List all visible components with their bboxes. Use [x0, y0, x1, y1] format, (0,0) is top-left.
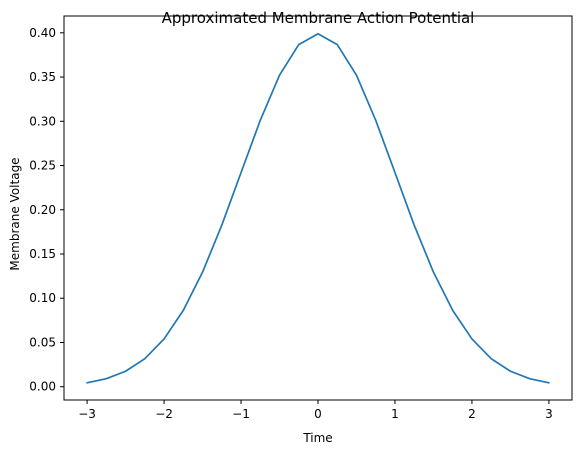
y-tick-label: 0.05 — [29, 335, 56, 349]
x-tick-label: 3 — [545, 407, 553, 421]
y-axis-label: Membrane Voltage — [8, 157, 22, 270]
x-tick-label: −2 — [155, 407, 173, 421]
x-axis-ticks: −3 −2 −1 0 1 2 3 — [78, 400, 553, 421]
x-axis-label: Time — [302, 431, 332, 445]
x-tick-label: −1 — [232, 407, 250, 421]
series-line-0 — [86, 32, 550, 384]
y-tick-label: 0.15 — [29, 247, 56, 261]
chart-title: Approximated Membrane Action Potential — [162, 9, 475, 27]
plot-frame — [63, 15, 573, 401]
x-tick-label: 2 — [468, 407, 476, 421]
y-tick-label: 0.30 — [29, 114, 56, 128]
y-tick-label: 0.35 — [29, 70, 56, 84]
y-tick-label: 0.40 — [29, 26, 56, 40]
x-tick-label: 1 — [391, 407, 399, 421]
x-tick-label: 0 — [314, 407, 322, 421]
x-tick-label: −3 — [78, 407, 96, 421]
y-tick-label: 0.25 — [29, 159, 56, 173]
plot-series — [86, 32, 550, 384]
y-tick-label: 0.00 — [29, 380, 56, 394]
y-tick-label: 0.10 — [29, 291, 56, 305]
y-tick-label: 0.20 — [29, 203, 56, 217]
y-axis-ticks: 0.00 0.05 0.10 0.15 0.20 0.25 0.30 0.35 0.40 — [29, 26, 64, 394]
